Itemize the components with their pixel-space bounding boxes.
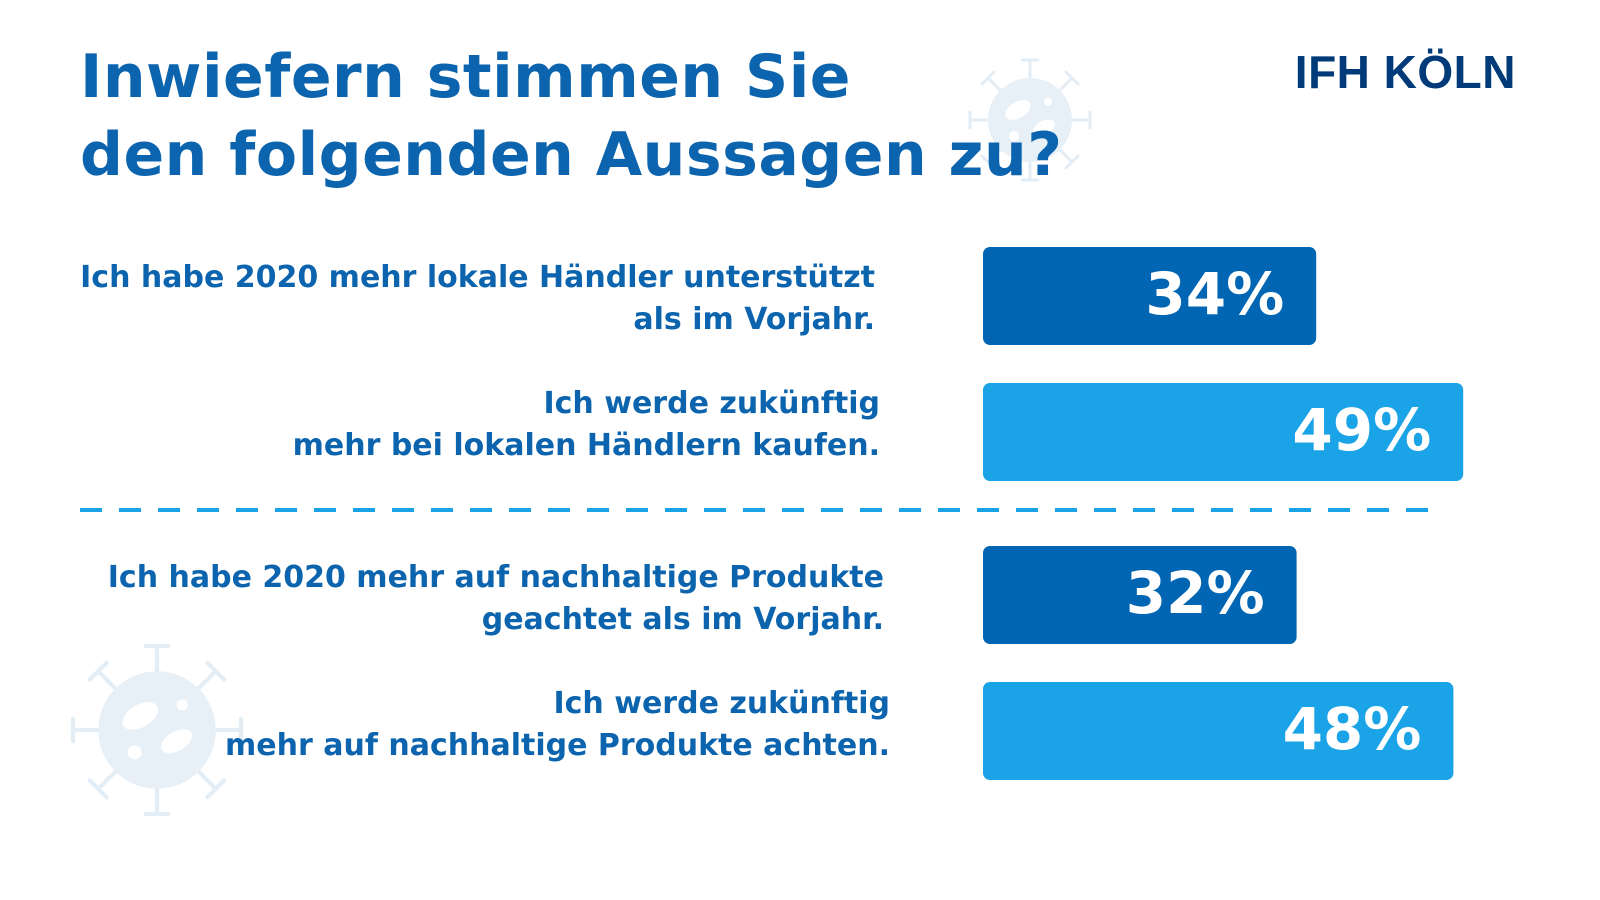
bar	[983, 247, 1317, 345]
row-label-line: Ich werde zukünftig	[543, 386, 880, 421]
bar	[983, 383, 1464, 481]
row-label-line: Ich habe 2020 mehr auf nachhaltige Produ…	[107, 560, 884, 595]
row-label: Ich habe 2020 mehr lokale Händler unters…	[55, 257, 875, 341]
bar-value-label: 32%	[1126, 559, 1265, 627]
bar-value-label: 49%	[1292, 396, 1431, 464]
page-title: Inwiefern stimmen Sie den folgenden Auss…	[80, 38, 1063, 194]
title-line: Inwiefern stimmen Sie	[80, 42, 851, 112]
row-label-line: geachtet als im Vorjahr.	[481, 602, 884, 637]
bar-value-label: 48%	[1283, 695, 1422, 763]
row-label-line: Ich werde zukünftig	[553, 686, 890, 721]
bar-value-label: 34%	[1145, 260, 1284, 328]
row-label-line: mehr auf nachhaltige Produkte achten.	[225, 728, 890, 763]
row-label-line: Ich habe 2020 mehr lokale Händler unters…	[80, 260, 875, 295]
row-label-line: als im Vorjahr.	[633, 302, 875, 337]
row-label: Ich werde zukünftig mehr bei lokalen Hän…	[60, 383, 880, 467]
bar	[983, 682, 1454, 780]
ifh-koeln-logo: IFH KÖLN	[1294, 46, 1516, 98]
row-label: Ich habe 2020 mehr auf nachhaltige Produ…	[64, 557, 884, 641]
title-line: den folgenden Aussagen zu?	[80, 120, 1063, 190]
bar	[983, 546, 1297, 644]
row-label: Ich werde zukünftig mehr auf nachhaltige…	[70, 683, 890, 767]
row-label-line: mehr bei lokalen Händlern kaufen.	[292, 428, 880, 463]
